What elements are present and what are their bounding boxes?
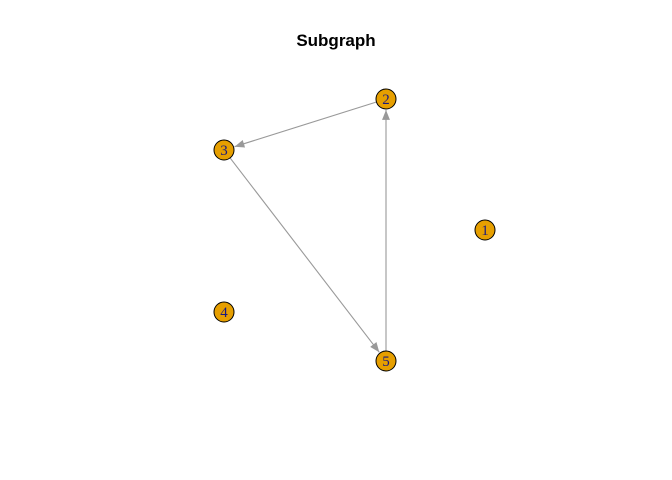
node-label: 3 <box>220 143 228 159</box>
node-4: 4 <box>213 301 235 323</box>
node-circle <box>375 88 397 110</box>
node-3: 3 <box>213 139 235 161</box>
node-5: 5 <box>375 350 397 372</box>
node-circle <box>474 219 496 241</box>
node-2: 2 <box>375 88 397 110</box>
node-label: 4 <box>220 305 228 321</box>
node-1: 1 <box>474 219 496 241</box>
node-circle <box>213 139 235 161</box>
node-circle <box>213 301 235 323</box>
node-label: 5 <box>382 354 390 370</box>
node-circle <box>375 350 397 372</box>
graph-title: Subgraph <box>296 31 376 50</box>
edge-3-to-5 <box>229 157 380 353</box>
node-label: 2 <box>382 92 390 108</box>
node-label: 1 <box>481 223 489 239</box>
edge-2-to-3 <box>234 101 377 148</box>
